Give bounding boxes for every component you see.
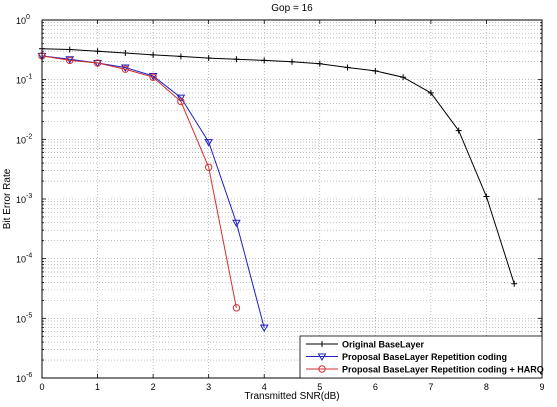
plus-marker [177, 53, 184, 60]
triangle-marker [317, 353, 327, 361]
plus-marker [233, 56, 240, 63]
x-tick-label: 5 [317, 382, 322, 392]
triangle-marker [120, 64, 130, 72]
y-tick-label-exponent: -4 [26, 253, 32, 260]
x-tick-label: 7 [428, 382, 433, 392]
plus-marker [289, 58, 295, 65]
circle-marker [149, 73, 157, 81]
series-group-2 [38, 52, 241, 312]
tick-marks [41, 19, 543, 379]
plus-marker [455, 127, 462, 134]
triangle-marker [204, 139, 214, 147]
x-tick-label: 4 [262, 382, 267, 392]
y-tick-label-exponent: -1 [26, 74, 32, 81]
triangle-marker [232, 219, 241, 228]
y-tick-label-exponent: -5 [26, 312, 32, 319]
y-axis-label: Bit Error Rate [2, 168, 13, 229]
circle-marker [177, 97, 185, 106]
triangle-marker [176, 94, 186, 103]
legend-label: Proposal BaseLayer Repetition coding [342, 352, 507, 362]
x-tick-label: 8 [484, 382, 489, 392]
plus-marker [150, 51, 157, 58]
legend-label: Original BaseLayer [342, 340, 425, 350]
plus-marker [261, 57, 268, 64]
y-tick-label-exponent: -3 [26, 193, 32, 200]
series-line-1 [41, 55, 265, 328]
x-tick-label: 0 [39, 382, 44, 392]
circle-marker [121, 65, 130, 73]
x-tick-label: 1 [95, 382, 100, 392]
legend-box [299, 335, 543, 379]
circle-marker [93, 59, 102, 67]
circle-marker [204, 163, 213, 171]
plus-marker [66, 46, 73, 53]
y-tick-label-exponent: 0 [26, 14, 30, 21]
x-tick-label: 2 [151, 382, 156, 392]
plus-marker [400, 74, 407, 81]
plus-marker [344, 64, 351, 71]
x-tick-label: 3 [206, 382, 211, 392]
triangle-marker [259, 324, 269, 333]
y-tick-label-base: 10 [16, 16, 26, 26]
plus-marker [427, 89, 434, 96]
x-tick-labels: 0 1 2 3 4 5 6 7 8 9 [39, 382, 544, 392]
circle-marker [318, 365, 326, 373]
circle-marker [232, 304, 241, 312]
plus-marker [372, 67, 379, 74]
legend-label: Proposal BaseLayer Repetition coding + H… [342, 365, 544, 375]
y-tick-label-base: 10 [16, 195, 26, 205]
y-tick-label-exponent: -6 [26, 372, 32, 379]
y-tick-label-base: 10 [16, 76, 26, 86]
legend: Original BaseLayer Proposal BaseLayer Rep… [299, 335, 544, 379]
plus-marker [319, 341, 325, 347]
plus-marker [205, 55, 212, 62]
plus-marker [483, 193, 490, 200]
y-tick-label-base: 10 [16, 135, 26, 145]
x-tick-label: 9 [539, 382, 544, 392]
y-tick-label-base: 10 [16, 314, 26, 324]
series-line-0 [41, 48, 515, 284]
y-tick-label-base: 10 [16, 255, 26, 265]
plus-marker [94, 48, 101, 55]
chart-title: Gop = 16 [271, 3, 313, 14]
x-tick-label: 6 [373, 382, 378, 392]
x-axis-label: Transmitted SNR(dB) [244, 391, 339, 402]
plus-marker [511, 280, 518, 287]
plus-marker [316, 60, 323, 67]
plus-marker [122, 49, 129, 56]
y-tick-label-exponent: -2 [26, 133, 32, 140]
grid-lines [42, 20, 542, 378]
series-line-2 [41, 55, 237, 308]
circle-marker [66, 56, 74, 65]
y-tick-label-base: 10 [16, 374, 26, 384]
